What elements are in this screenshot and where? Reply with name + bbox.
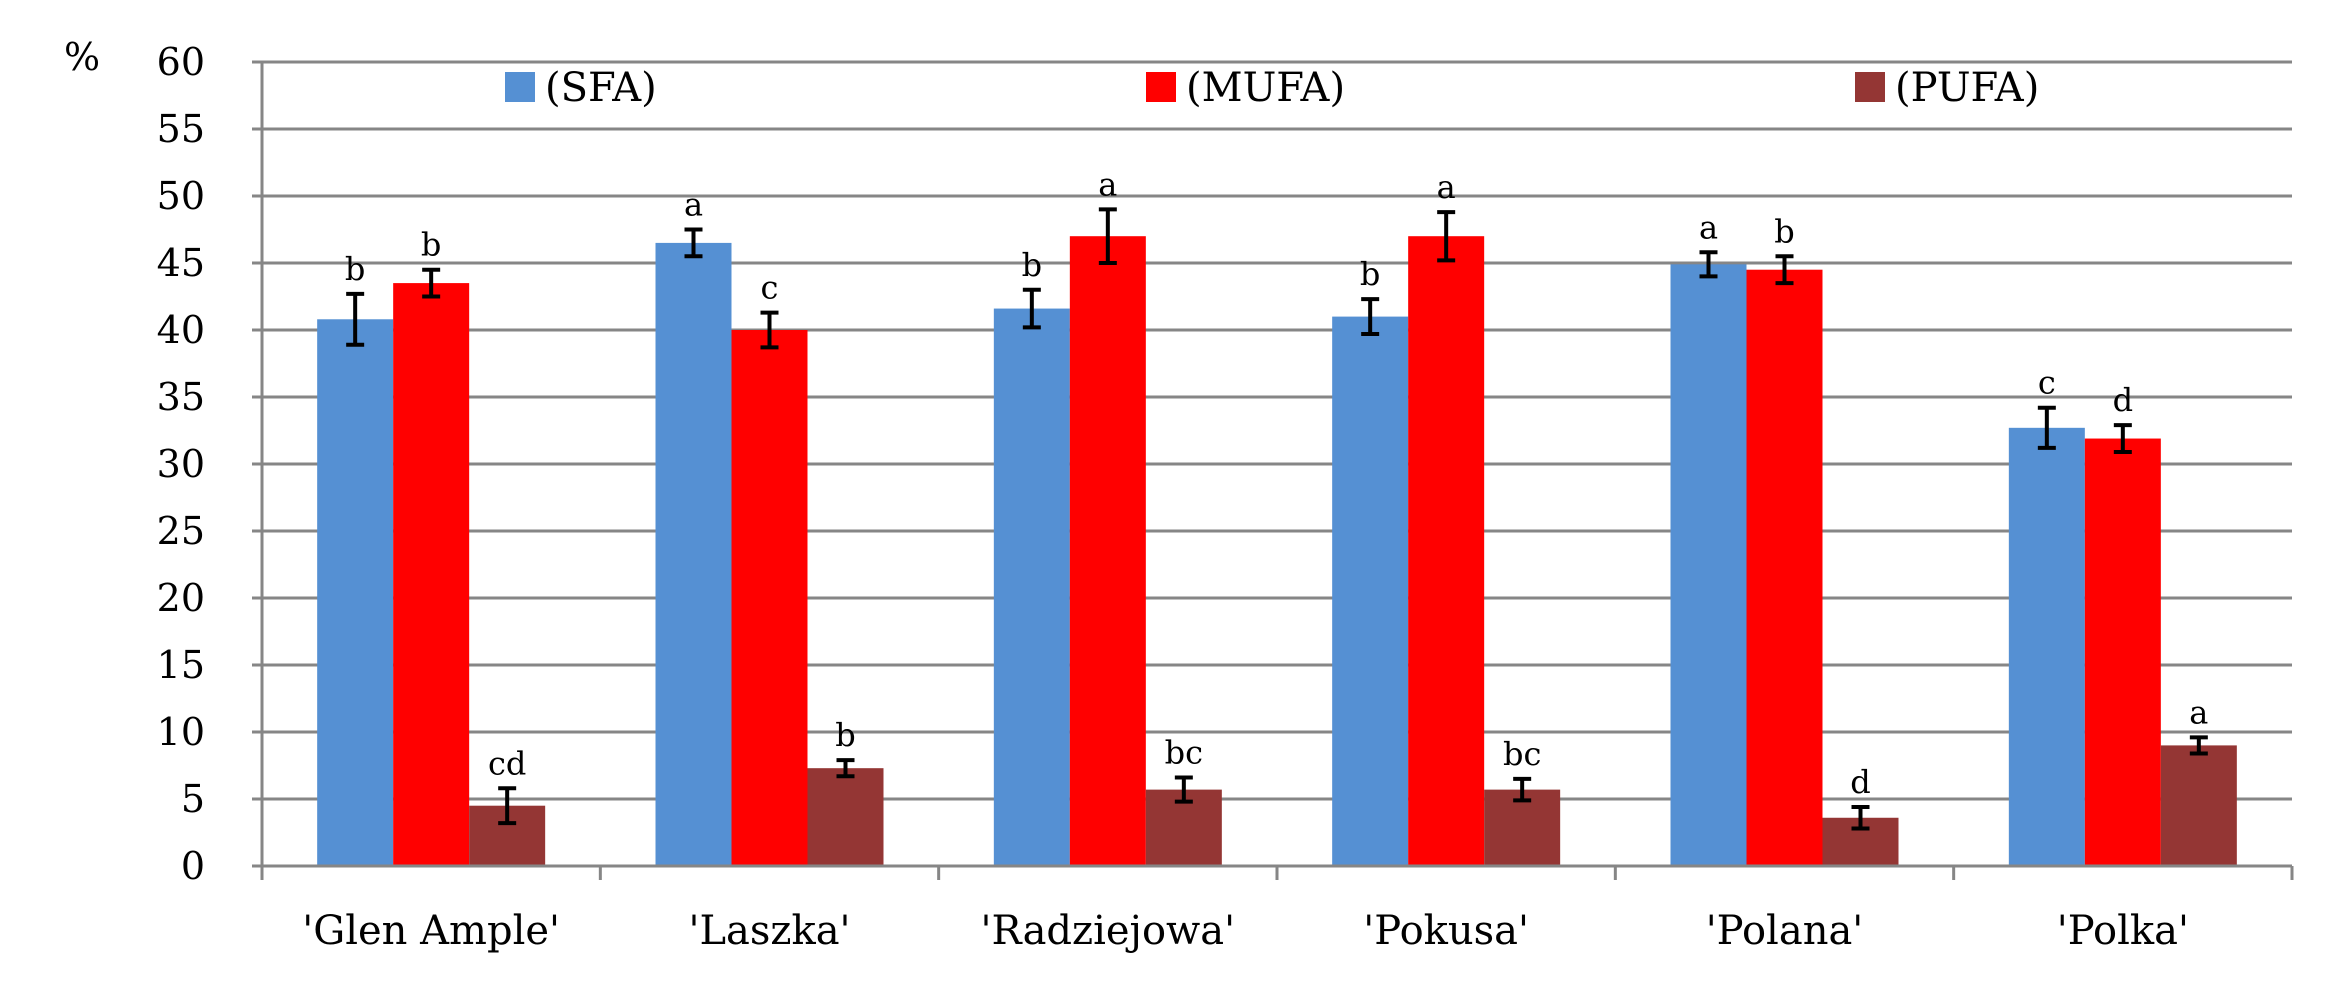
y-tick-label: 40 [157, 308, 205, 352]
significance-label: b [345, 250, 365, 288]
bar [1069, 236, 1146, 866]
bar [1670, 264, 1747, 867]
legend-swatch [1146, 72, 1176, 102]
x-category-label: 'Radziejowa' [981, 908, 1236, 954]
bar [317, 319, 394, 866]
significance-label: d [1850, 763, 1870, 801]
y-tick-label: 45 [157, 241, 205, 285]
significance-label: cd [488, 744, 526, 782]
y-tick-label: 5 [181, 777, 205, 821]
y-tick-label: 10 [157, 710, 205, 754]
x-category-label: 'Polana' [1706, 908, 1864, 954]
y-tick-label: 15 [157, 643, 205, 687]
legend-swatch [505, 72, 535, 102]
bar [1408, 236, 1485, 866]
significance-label: d [2113, 381, 2133, 419]
x-category-label: 'Glen Ample' [302, 908, 560, 954]
x-category-label: 'Laszka' [688, 908, 850, 954]
significance-label: c [761, 269, 779, 307]
y-tick-label: 30 [157, 442, 205, 486]
significance-label: a [2189, 693, 2208, 731]
bar [1484, 789, 1561, 866]
x-category-label: 'Pokusa' [1363, 908, 1529, 954]
y-tick-label: 0 [181, 844, 205, 888]
y-axis-unit-label: % [64, 35, 100, 79]
significance-label: bc [1165, 734, 1203, 772]
significance-label: a [1699, 208, 1718, 246]
x-axis-category-labels: 'Glen Ample' 'Laszka' 'Radziejowa' 'Pokusa'… [302, 908, 2189, 954]
bar [2008, 427, 2085, 866]
bar [2160, 745, 2237, 866]
legend: (SFA) (MUFA) (PUFA) [505, 65, 2039, 111]
significance-label: a [1098, 165, 1117, 203]
bar [993, 308, 1070, 866]
bar [655, 242, 732, 866]
significance-label: a [1437, 168, 1456, 206]
significance-label: b [1022, 246, 1042, 284]
y-tick-label: 55 [157, 107, 205, 151]
significance-label: c [2038, 364, 2056, 402]
y-tick-label: 20 [157, 576, 205, 620]
y-tick-label: 35 [157, 375, 205, 419]
legend-label: (SFA) [545, 65, 657, 111]
axes [260, 62, 2294, 880]
significance-label: a [684, 186, 703, 224]
legend-label: (MUFA) [1186, 65, 1345, 111]
bar [1332, 316, 1409, 867]
significance-label: b [835, 716, 855, 754]
gridlines [262, 60, 2292, 801]
significance-label: bc [1503, 735, 1541, 773]
legend-label: (PUFA) [1895, 65, 2039, 111]
significance-label: b [1774, 212, 1794, 250]
y-axis-ticks: 0 5 10 15 20 25 30 35 40 45 50 55 60 [157, 40, 262, 888]
legend-swatch [1855, 72, 1885, 102]
significance-label: b [1360, 255, 1380, 293]
bar [807, 768, 884, 866]
x-category-label: 'Polka' [2057, 908, 2189, 954]
significance-label: b [421, 226, 441, 264]
bar [393, 283, 470, 867]
y-tick-label: 25 [157, 509, 205, 553]
bar [731, 330, 808, 866]
bar [1746, 269, 1823, 866]
y-tick-label: 60 [157, 40, 205, 84]
y-tick-label: 50 [157, 174, 205, 218]
bar [2084, 438, 2161, 866]
